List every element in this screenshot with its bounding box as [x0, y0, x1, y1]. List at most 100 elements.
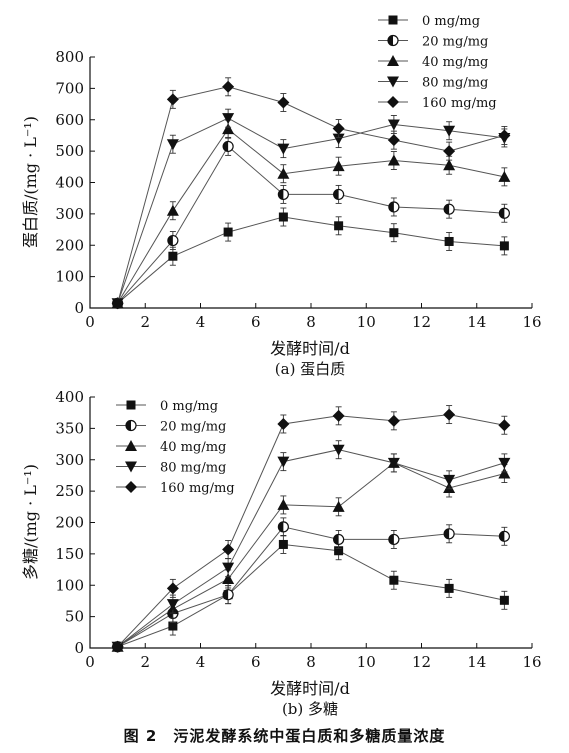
- polysaccharide-legend-label: 80 mg/mg: [160, 461, 226, 476]
- protein-legend-marker: [387, 55, 399, 66]
- protein-data-point: [499, 241, 509, 251]
- protein-data-point: [443, 203, 455, 215]
- polysaccharide-x-tick-label: 16: [522, 653, 541, 671]
- protein-data-point: [498, 207, 510, 219]
- polysaccharide-data-point: [166, 599, 179, 611]
- polysaccharide-data-point: [334, 546, 344, 556]
- polysaccharide-y-tick-label: 150: [55, 545, 84, 563]
- polysaccharide-data-point: [498, 457, 511, 469]
- protein-data-point: [222, 113, 235, 125]
- protein-data-point: [111, 297, 124, 310]
- protein-data-point: [277, 96, 290, 109]
- protein-chart: 蛋白质/(mg · L⁻¹) 发酵时间/d (a) 蛋白质 0 2 4 6 8 10 12 1…: [21, 14, 542, 378]
- protein-data-point: [332, 122, 345, 135]
- protein-series-line: [117, 216, 505, 304]
- protein-y-tick-label: 300: [55, 205, 84, 223]
- protein-data-point: [387, 119, 400, 131]
- protein-data-point: [166, 204, 179, 216]
- protein-series-line: [117, 86, 505, 304]
- protein-legend-marker: [387, 34, 399, 47]
- polysaccharide-x-tick-label: 6: [251, 653, 261, 671]
- polysaccharide-series-line: [117, 462, 505, 648]
- protein-series-line: [117, 117, 505, 304]
- polysaccharide-x-tick-label: 14: [467, 653, 486, 671]
- protein-series-0: [113, 207, 509, 308]
- protein-x-tick-label: 4: [196, 313, 206, 331]
- polysaccharide-data-point: [168, 621, 178, 631]
- protein-y-tick-label: 700: [55, 79, 84, 97]
- protein-data-point: [222, 80, 235, 93]
- protein-chart-sub-caption: (a) 蛋白质: [275, 360, 345, 378]
- polysaccharide-x-tick-label: 8: [306, 653, 316, 671]
- protein-chart-x-axis-title: 发酵时间/d: [270, 339, 350, 358]
- polysaccharide-data-point: [277, 498, 290, 510]
- protein-data-point: [277, 143, 290, 155]
- polysaccharide-x-tick-label: 4: [196, 653, 206, 671]
- polysaccharide-data-point: [277, 456, 290, 468]
- protein-series-line: [117, 145, 505, 304]
- protein-y-tick-label: 800: [55, 48, 84, 66]
- polysaccharide-chart-sub-caption: (b) 多糖: [282, 700, 338, 718]
- polysaccharide-y-tick-label: 50: [65, 608, 84, 626]
- polysaccharide-series-3: [111, 440, 511, 653]
- protein-data-point: [222, 140, 234, 153]
- polysaccharide-data-point: [332, 500, 345, 512]
- polysaccharide-legend-label: 40 mg/mg: [160, 440, 226, 455]
- polysaccharide-data-point: [387, 414, 400, 427]
- polysaccharide-legend-marker: [125, 419, 137, 432]
- polysaccharide-y-tick-label: 100: [55, 576, 84, 594]
- protein-data-point: [387, 134, 400, 147]
- protein-data-point: [277, 167, 290, 179]
- polysaccharide-legend-label: 160 mg/mg: [160, 481, 235, 496]
- polysaccharide-y-tick-label: 400: [55, 388, 84, 406]
- protein-legend-label: 160 mg/mg: [422, 96, 497, 111]
- polysaccharide-data-point: [444, 583, 454, 593]
- polysaccharide-data-point: [166, 582, 179, 595]
- polysaccharide-data-point: [222, 543, 235, 556]
- polysaccharide-x-tick-label: 12: [412, 653, 431, 671]
- protein-data-point: [332, 133, 345, 145]
- polysaccharide-y-tick-label: 250: [55, 482, 84, 500]
- polysaccharide-data-point: [222, 589, 234, 601]
- protein-data-point: [277, 188, 289, 201]
- polysaccharide-series-line: [117, 543, 505, 648]
- polysaccharide-data-point: [443, 408, 456, 421]
- polysaccharide-data-point: [388, 533, 400, 546]
- protein-y-tick-label: 500: [55, 142, 84, 160]
- polysaccharide-legend-marker: [125, 461, 137, 473]
- polysaccharide-data-point: [498, 467, 511, 479]
- polysaccharide-y-tick-label: 0: [74, 639, 84, 657]
- polysaccharide-x-tick-label: 10: [357, 653, 376, 671]
- protein-y-tick-label: 600: [55, 111, 84, 129]
- protein-data-point: [444, 236, 454, 246]
- protein-x-tick-label: 2: [140, 313, 150, 331]
- polysaccharide-data-point: [222, 562, 235, 574]
- protein-y-tick-label: 400: [55, 174, 84, 192]
- polysaccharide-data-point: [332, 409, 345, 422]
- polysaccharide-series-line: [117, 526, 505, 648]
- protein-x-tick-label: 0: [85, 313, 95, 331]
- protein-x-tick-label: 12: [412, 313, 431, 331]
- protein-data-point: [443, 145, 456, 158]
- polysaccharide-y-tick-label: 300: [55, 451, 84, 469]
- polysaccharide-legend-marker: [126, 400, 136, 410]
- polysaccharide-y-tick-label: 350: [55, 419, 84, 437]
- protein-data-point: [167, 234, 179, 247]
- protein-chart-y-axis-title: 蛋白质/(mg · L⁻¹): [21, 116, 40, 248]
- protein-data-point: [166, 93, 179, 106]
- protein-data-point: [223, 227, 233, 237]
- protein-data-point: [388, 201, 400, 213]
- polysaccharide-chart: 多糖/(mg · L⁻¹) 发酵时间/d (b) 多糖 0 2 4 6 8 10 12 14 1…: [21, 388, 542, 718]
- figure-caption: 图 2 污泥发酵系统中蛋白质和多糖质量浓度: [123, 727, 446, 745]
- polysaccharide-x-tick-label: 2: [140, 653, 150, 671]
- protein-x-tick-label: 8: [306, 313, 316, 331]
- protein-data-point: [222, 123, 235, 135]
- polysaccharide-x-tick-label: 0: [85, 653, 95, 671]
- protein-data-point: [498, 129, 511, 142]
- protein-data-point: [443, 159, 456, 171]
- polysaccharide-data-point: [332, 444, 345, 456]
- protein-series-2: [111, 119, 511, 309]
- protein-y-tick-label: 200: [55, 236, 84, 254]
- polysaccharide-data-point: [387, 457, 400, 469]
